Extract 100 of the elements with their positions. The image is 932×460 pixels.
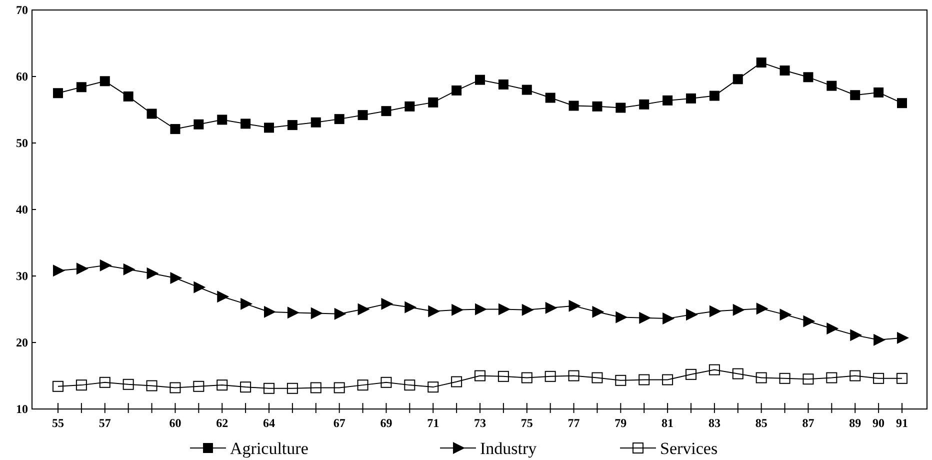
point xyxy=(193,380,204,392)
point xyxy=(170,124,180,134)
point xyxy=(170,272,182,284)
point xyxy=(545,302,558,314)
point xyxy=(897,98,907,108)
point xyxy=(474,370,486,382)
point xyxy=(404,380,416,391)
y-tick-label: 60 xyxy=(16,70,28,84)
point xyxy=(568,300,581,312)
point xyxy=(874,334,886,346)
point xyxy=(428,97,438,108)
point xyxy=(287,120,298,130)
x-tick-label: 81 xyxy=(662,416,674,430)
x-tick-label: 67 xyxy=(333,416,346,430)
x-tick-label: 55 xyxy=(52,416,64,430)
point xyxy=(498,370,509,382)
point xyxy=(452,85,462,96)
point xyxy=(803,315,816,328)
x-tick-label: 75 xyxy=(520,416,533,430)
point xyxy=(897,332,909,344)
point xyxy=(53,88,63,98)
point xyxy=(310,307,323,320)
point xyxy=(756,58,766,68)
point xyxy=(803,72,814,82)
point xyxy=(686,93,696,104)
x-tick-label: 69 xyxy=(380,416,392,430)
legend-label: Industry xyxy=(480,438,538,458)
y-tick-label: 40 xyxy=(16,202,28,217)
point xyxy=(287,306,300,319)
x-tick-label: 60 xyxy=(169,416,182,430)
point xyxy=(194,119,204,130)
y-tick-label: 10 xyxy=(16,402,28,416)
point xyxy=(498,79,508,90)
point xyxy=(52,380,64,392)
x-tick-label: 62 xyxy=(216,416,228,430)
point xyxy=(240,298,253,310)
point xyxy=(428,305,440,318)
point xyxy=(709,90,720,101)
point xyxy=(217,114,228,125)
point xyxy=(662,95,673,106)
point xyxy=(310,117,321,128)
point xyxy=(428,382,439,393)
point xyxy=(568,100,579,111)
point xyxy=(780,66,790,76)
x-tick-label: 57 xyxy=(98,416,111,430)
point xyxy=(100,259,112,272)
point xyxy=(639,99,650,110)
point xyxy=(286,382,298,394)
point xyxy=(639,312,652,324)
point xyxy=(779,372,790,384)
point xyxy=(123,263,136,276)
point xyxy=(662,374,674,386)
x-tick-label: 89 xyxy=(849,416,862,430)
x-tick-label: 79 xyxy=(614,416,627,430)
point xyxy=(76,262,88,275)
point xyxy=(545,92,556,103)
point xyxy=(146,380,158,392)
point xyxy=(638,374,650,386)
point xyxy=(616,311,628,324)
point xyxy=(358,110,368,120)
point xyxy=(732,304,745,316)
point xyxy=(381,298,394,310)
legend-label: Services xyxy=(660,438,718,458)
x-tick-label: 91 xyxy=(896,416,908,430)
point xyxy=(522,304,534,316)
x-tick-label: 71 xyxy=(427,416,440,430)
y-tick-label: 20 xyxy=(16,336,28,350)
point xyxy=(240,118,251,129)
point xyxy=(756,372,767,384)
point xyxy=(381,106,392,116)
point xyxy=(99,376,110,388)
point xyxy=(404,101,415,112)
point xyxy=(240,382,252,393)
point xyxy=(264,122,274,133)
x-tick-label: 83 xyxy=(708,416,720,430)
point xyxy=(708,364,720,376)
point xyxy=(850,90,860,100)
point xyxy=(873,372,884,384)
point xyxy=(122,378,134,390)
point xyxy=(592,372,603,384)
point xyxy=(826,322,839,335)
x-tick-label: 77 xyxy=(568,416,580,430)
point xyxy=(826,80,837,91)
x-tick-label: 85 xyxy=(755,416,768,430)
point xyxy=(334,114,344,124)
point xyxy=(451,376,462,388)
point xyxy=(334,382,345,394)
point xyxy=(896,372,908,384)
point xyxy=(76,82,86,92)
point xyxy=(780,308,792,321)
point xyxy=(475,303,487,316)
point xyxy=(404,301,417,314)
point xyxy=(756,302,768,315)
x-tick-label: 73 xyxy=(474,416,486,430)
point xyxy=(123,91,134,102)
point xyxy=(802,374,814,385)
point xyxy=(194,281,206,294)
point xyxy=(615,374,626,386)
point xyxy=(686,368,696,380)
point xyxy=(592,101,602,112)
